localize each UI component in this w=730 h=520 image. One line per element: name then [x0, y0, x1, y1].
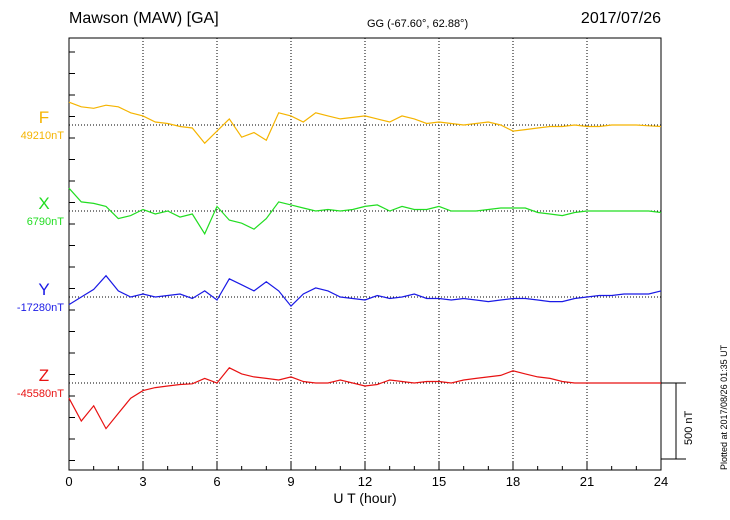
x-axis-label: U T (hour): [333, 490, 396, 506]
x-tick-label: 21: [580, 474, 594, 489]
x-tick-label: 18: [506, 474, 520, 489]
series-name-X: X: [38, 194, 49, 213]
series-line-Z: [68, 367, 661, 430]
series-name-Y: Y: [38, 280, 49, 299]
x-tick-label: 9: [287, 474, 294, 489]
series-layer: F 49210nT X 6790nT Y -17280nT Z -45580nT: [17, 101, 662, 430]
x-tick-label: 15: [432, 474, 446, 489]
x-tick-label: 3: [139, 474, 146, 489]
x-tick-label: 12: [358, 474, 372, 489]
x-tick-label: 6: [213, 474, 220, 489]
series-line-F: [68, 101, 662, 145]
scale-bar-label: 500 nT: [683, 410, 695, 445]
plotted-timestamp: Plotted at 2017/08/26 01:35 UT: [719, 344, 729, 470]
baseline-label-Z: -45580nT: [17, 388, 64, 400]
date-label: 2017/07/26: [580, 10, 661, 27]
baseline-label-F: 49210nT: [21, 130, 65, 142]
x-tick-label: 0: [65, 474, 72, 489]
baseline-label-X: 6790nT: [27, 216, 65, 228]
axis-ticks: 0 3 6 9 12 15 18 21 24: [65, 51, 668, 489]
series-name-Z: Z: [39, 366, 49, 385]
series-name-F: F: [39, 108, 49, 127]
x-tick-label: 24: [654, 474, 668, 489]
coordinates-label: GG (-67.60°, 62.88°): [367, 18, 469, 30]
series-line-Y: [68, 274, 662, 307]
series-line-X: [68, 187, 662, 236]
baseline-label-Y: -17280nT: [17, 302, 64, 314]
scale-bar: 500 nT: [661, 382, 695, 460]
vertical-gridlines: [142, 38, 588, 470]
station-title: Mawson (MAW) [GA]: [69, 10, 219, 27]
